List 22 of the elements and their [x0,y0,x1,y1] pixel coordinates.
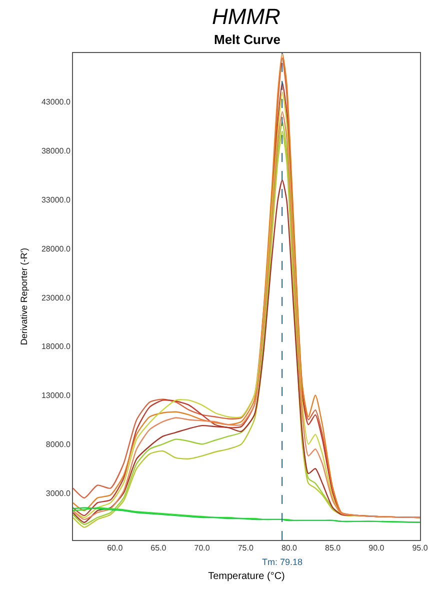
y-tick-label: 38000.0 [41,146,71,156]
x-tick-label: 95.0 [412,544,428,553]
y-tick-label: 43000.0 [41,98,71,107]
x-tick-label: 75.0 [238,544,254,553]
y-tick-label: 8000.0 [46,440,71,449]
x-tick-label: 70.0 [194,544,210,553]
y-tick-label: 28000.0 [41,244,71,254]
x-tick-label: 60.0 [107,544,124,553]
x-tick-label: 65.0 [150,544,167,553]
y-tick-label: 3000.0 [46,488,71,498]
y-tick-label: 18000.0 [41,342,71,352]
y-axis-title: Derivative Reporter (-R') [18,248,29,346]
y-tick-label: 33000.0 [41,195,71,204]
y-tick-label: 23000.0 [41,293,71,302]
chart-subtitle: Melt Curve [214,32,280,47]
y-tick-label: 13000.0 [41,391,71,400]
x-axis-title: Temperature (°C) [208,571,285,582]
x-tick-label: 80.0 [281,544,298,553]
ref-line-label: Tm: 79.18 [262,557,303,567]
chart-title: HMMR [212,4,281,29]
x-tick-label: 85.0 [325,544,342,553]
x-tick-label: 90.0 [368,544,385,553]
